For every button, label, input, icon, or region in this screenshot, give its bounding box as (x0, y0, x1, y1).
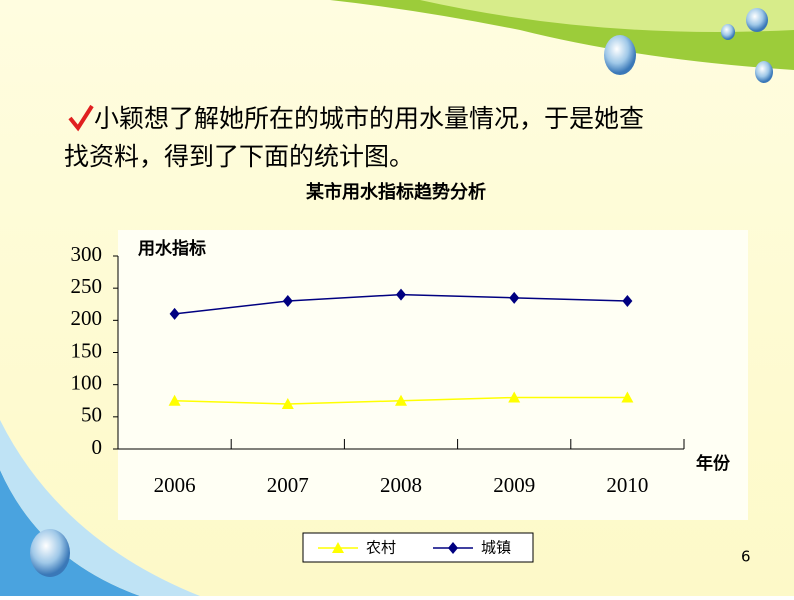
y-tick-label: 100 (71, 370, 103, 394)
slide-text: 小颖想了解她所在的城市的用水量情况，于是她查 (94, 104, 644, 133)
droplet (746, 8, 768, 32)
marker (168, 394, 181, 406)
y-tick-label: 0 (92, 435, 103, 459)
droplet (721, 24, 735, 40)
y-tick-label: 300 (71, 242, 103, 266)
marker (508, 391, 521, 403)
x-tick-label: 2008 (380, 473, 422, 497)
marker (509, 291, 520, 304)
y-tick-label: 200 (71, 306, 103, 330)
legend-label: 农村 (366, 539, 396, 557)
blue-swoosh-light (0, 420, 200, 596)
marker (169, 307, 180, 320)
y-tick-label: 250 (71, 274, 103, 298)
chart-title: 某市用水指标趋势分析 (306, 181, 486, 203)
legend-label: 城镇 (481, 539, 511, 557)
slide-text: 找资料，得到了下面的统计图。 (64, 142, 414, 171)
x-tick-label: 2010 (606, 473, 648, 497)
green-swoosh-light (420, 0, 794, 32)
droplet (30, 529, 70, 577)
x-tick-label: 2007 (267, 473, 309, 497)
marker (622, 295, 633, 308)
page-number: 6 (741, 548, 751, 566)
marker (282, 295, 293, 308)
marker (281, 397, 294, 409)
x-axis-label: 年份 (696, 453, 731, 474)
check-bullet (68, 104, 94, 132)
marker (332, 542, 344, 553)
marker (396, 288, 406, 301)
x-tick-label: 2009 (493, 473, 535, 497)
y-tick-label: 150 (71, 338, 103, 362)
marker (621, 391, 634, 403)
plot-area (118, 230, 748, 520)
y-axis-label: 用水指标 (138, 238, 206, 259)
droplet (604, 35, 636, 75)
marker (448, 542, 458, 554)
marker (395, 394, 407, 406)
y-tick-label: 50 (81, 403, 102, 427)
x-tick-label: 2006 (154, 473, 196, 497)
droplet (755, 61, 773, 83)
